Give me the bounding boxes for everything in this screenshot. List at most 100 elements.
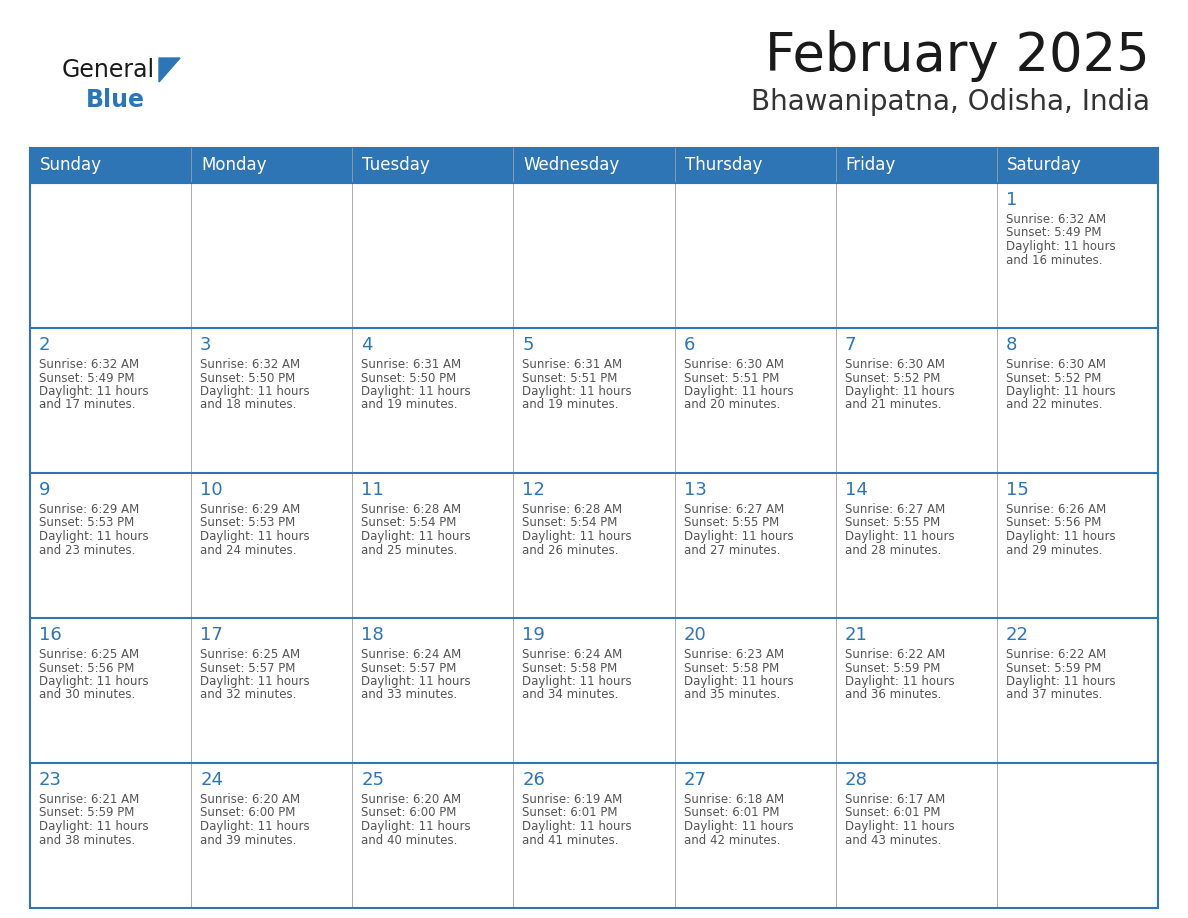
Text: 6: 6 — [683, 336, 695, 354]
Text: Daylight: 11 hours: Daylight: 11 hours — [200, 675, 310, 688]
Text: 16: 16 — [39, 626, 62, 644]
Bar — [353, 148, 513, 183]
Text: and 32 minutes.: and 32 minutes. — [200, 688, 297, 701]
Text: and 29 minutes.: and 29 minutes. — [1006, 543, 1102, 556]
Text: Thursday: Thursday — [684, 156, 762, 174]
Text: Sunset: 5:54 PM: Sunset: 5:54 PM — [523, 517, 618, 530]
Text: Daylight: 11 hours: Daylight: 11 hours — [39, 675, 148, 688]
Text: Bhawanipatna, Odisha, India: Bhawanipatna, Odisha, India — [751, 88, 1150, 116]
Text: and 16 minutes.: and 16 minutes. — [1006, 253, 1102, 266]
Text: Sunset: 6:01 PM: Sunset: 6:01 PM — [523, 807, 618, 820]
Text: Sunrise: 6:18 AM: Sunrise: 6:18 AM — [683, 793, 784, 806]
Text: Sunrise: 6:32 AM: Sunrise: 6:32 AM — [200, 358, 301, 371]
Text: and 28 minutes.: and 28 minutes. — [845, 543, 941, 556]
Text: Sunset: 5:53 PM: Sunset: 5:53 PM — [200, 517, 296, 530]
Text: Daylight: 11 hours: Daylight: 11 hours — [523, 675, 632, 688]
Text: 17: 17 — [200, 626, 223, 644]
Text: and 19 minutes.: and 19 minutes. — [361, 398, 457, 411]
Text: 28: 28 — [845, 771, 867, 789]
Text: Sunset: 5:58 PM: Sunset: 5:58 PM — [683, 662, 779, 675]
Text: and 38 minutes.: and 38 minutes. — [39, 834, 135, 846]
Bar — [191, 473, 353, 618]
Text: Daylight: 11 hours: Daylight: 11 hours — [845, 530, 954, 543]
Bar — [675, 148, 835, 183]
Bar — [353, 328, 513, 473]
Text: Daylight: 11 hours: Daylight: 11 hours — [845, 820, 954, 833]
Text: Sunset: 5:51 PM: Sunset: 5:51 PM — [523, 372, 618, 385]
Text: Daylight: 11 hours: Daylight: 11 hours — [845, 675, 954, 688]
Bar — [30, 618, 191, 763]
Text: Sunrise: 6:24 AM: Sunrise: 6:24 AM — [523, 648, 623, 661]
Bar — [675, 473, 835, 618]
Text: Sunrise: 6:30 AM: Sunrise: 6:30 AM — [845, 358, 944, 371]
Text: 21: 21 — [845, 626, 867, 644]
Bar — [835, 473, 997, 618]
Text: 8: 8 — [1006, 336, 1017, 354]
Text: Saturday: Saturday — [1007, 156, 1081, 174]
Text: Sunset: 5:52 PM: Sunset: 5:52 PM — [845, 372, 940, 385]
Bar — [191, 328, 353, 473]
Bar — [675, 183, 835, 328]
Text: Daylight: 11 hours: Daylight: 11 hours — [361, 530, 470, 543]
Text: 2: 2 — [39, 336, 51, 354]
Bar — [997, 473, 1158, 618]
Bar — [353, 763, 513, 908]
Text: 24: 24 — [200, 771, 223, 789]
Text: 27: 27 — [683, 771, 707, 789]
Text: and 40 minutes.: and 40 minutes. — [361, 834, 457, 846]
Text: Sunrise: 6:27 AM: Sunrise: 6:27 AM — [845, 503, 944, 516]
Text: and 33 minutes.: and 33 minutes. — [361, 688, 457, 701]
Text: Daylight: 11 hours: Daylight: 11 hours — [200, 820, 310, 833]
Text: Sunset: 5:55 PM: Sunset: 5:55 PM — [683, 517, 779, 530]
Text: and 27 minutes.: and 27 minutes. — [683, 543, 781, 556]
Bar — [30, 183, 191, 328]
Text: Sunrise: 6:22 AM: Sunrise: 6:22 AM — [845, 648, 944, 661]
Text: Sunrise: 6:26 AM: Sunrise: 6:26 AM — [1006, 503, 1106, 516]
Text: and 24 minutes.: and 24 minutes. — [200, 543, 297, 556]
Text: 5: 5 — [523, 336, 533, 354]
Text: Sunset: 5:59 PM: Sunset: 5:59 PM — [39, 807, 134, 820]
Text: Sunset: 5:59 PM: Sunset: 5:59 PM — [1006, 662, 1101, 675]
Text: Sunrise: 6:17 AM: Sunrise: 6:17 AM — [845, 793, 944, 806]
Text: Sunset: 5:56 PM: Sunset: 5:56 PM — [39, 662, 134, 675]
Text: 14: 14 — [845, 481, 867, 499]
Text: Daylight: 11 hours: Daylight: 11 hours — [683, 530, 794, 543]
Bar — [835, 618, 997, 763]
Text: and 20 minutes.: and 20 minutes. — [683, 398, 781, 411]
Text: Sunrise: 6:31 AM: Sunrise: 6:31 AM — [361, 358, 461, 371]
Text: Daylight: 11 hours: Daylight: 11 hours — [1006, 385, 1116, 398]
Text: Daylight: 11 hours: Daylight: 11 hours — [200, 530, 310, 543]
Bar — [675, 618, 835, 763]
Text: and 42 minutes.: and 42 minutes. — [683, 834, 781, 846]
Bar — [191, 618, 353, 763]
Bar — [513, 763, 675, 908]
Text: Sunrise: 6:20 AM: Sunrise: 6:20 AM — [361, 793, 461, 806]
Text: and 25 minutes.: and 25 minutes. — [361, 543, 457, 556]
Text: and 18 minutes.: and 18 minutes. — [200, 398, 297, 411]
Text: Sunset: 5:49 PM: Sunset: 5:49 PM — [1006, 227, 1101, 240]
Text: Daylight: 11 hours: Daylight: 11 hours — [523, 530, 632, 543]
Bar — [30, 473, 191, 618]
Text: Sunset: 5:50 PM: Sunset: 5:50 PM — [200, 372, 296, 385]
Text: Daylight: 11 hours: Daylight: 11 hours — [1006, 240, 1116, 253]
Bar — [191, 183, 353, 328]
Text: Sunrise: 6:30 AM: Sunrise: 6:30 AM — [683, 358, 784, 371]
Bar — [30, 148, 1158, 183]
Text: Sunset: 5:56 PM: Sunset: 5:56 PM — [1006, 517, 1101, 530]
Bar — [997, 148, 1158, 183]
Text: Daylight: 11 hours: Daylight: 11 hours — [1006, 530, 1116, 543]
Text: Sunset: 5:51 PM: Sunset: 5:51 PM — [683, 372, 779, 385]
Text: Friday: Friday — [846, 156, 896, 174]
Bar — [835, 328, 997, 473]
Text: Sunrise: 6:28 AM: Sunrise: 6:28 AM — [523, 503, 623, 516]
Text: 15: 15 — [1006, 481, 1029, 499]
Bar — [513, 618, 675, 763]
Text: Sunday: Sunday — [40, 156, 102, 174]
Text: and 43 minutes.: and 43 minutes. — [845, 834, 941, 846]
Polygon shape — [159, 58, 181, 82]
Text: and 23 minutes.: and 23 minutes. — [39, 543, 135, 556]
Text: Sunrise: 6:25 AM: Sunrise: 6:25 AM — [200, 648, 301, 661]
Text: 10: 10 — [200, 481, 223, 499]
Text: Sunrise: 6:21 AM: Sunrise: 6:21 AM — [39, 793, 139, 806]
Bar — [513, 328, 675, 473]
